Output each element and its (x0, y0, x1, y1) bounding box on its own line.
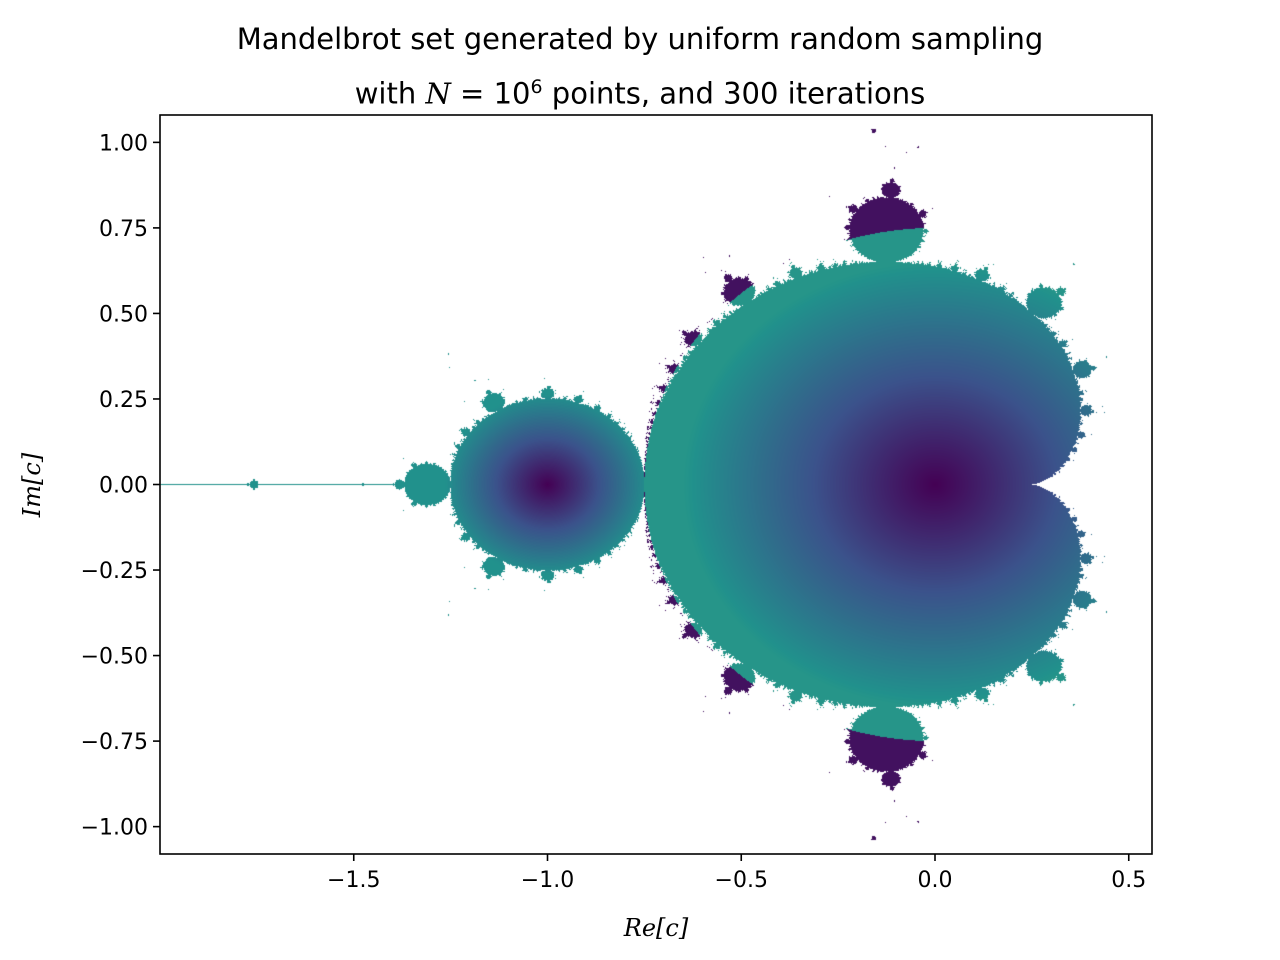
x-tick-label: −1.5 (327, 868, 380, 893)
chart-title: Mandelbrot set generated by uniform rand… (236, 22, 1044, 56)
y-tick-label: 1.00 (99, 131, 148, 156)
x-tick-label: −1.0 (521, 868, 574, 893)
x-axis-label: Re[c] (623, 914, 689, 942)
mandelbrot-scatter (160, 115, 1152, 854)
title-suffix: points, and 300 iterations (542, 76, 926, 111)
title-eq: = 10 (450, 76, 531, 111)
y-tick-label: 0.25 (99, 388, 148, 413)
y-tick-label: −0.50 (81, 645, 148, 670)
title-exponent: 6 (530, 76, 543, 98)
y-tick-label: 0.50 (99, 302, 148, 327)
y-tick-label: 0.75 (99, 217, 148, 242)
x-tick-label: −0.5 (715, 868, 768, 893)
y-tick-label: −0.75 (81, 730, 148, 755)
x-tick-label: 0.0 (918, 868, 953, 893)
title-var: N (425, 76, 451, 111)
axis-ticks: −1.5 −1.0 −0.5 0.0 0.5 1.00 0.75 0.50 0.25 0.00 −0… (81, 131, 1147, 893)
y-axis-label: Im[c] (18, 452, 46, 518)
y-tick-label: 0.00 (99, 474, 148, 499)
y-tick-label: −1.00 (81, 816, 148, 841)
chart-title-line-1: Mandelbrot set generated by uniform rand… (0, 22, 1280, 56)
x-tick-label: 0.5 (1111, 868, 1146, 893)
plot-frame (159, 114, 1153, 855)
y-tick-label: −0.25 (81, 559, 148, 584)
title-prefix: with (354, 76, 426, 111)
chart-title-line-2: with N = 106 points, and 300 iterations (0, 70, 1280, 111)
